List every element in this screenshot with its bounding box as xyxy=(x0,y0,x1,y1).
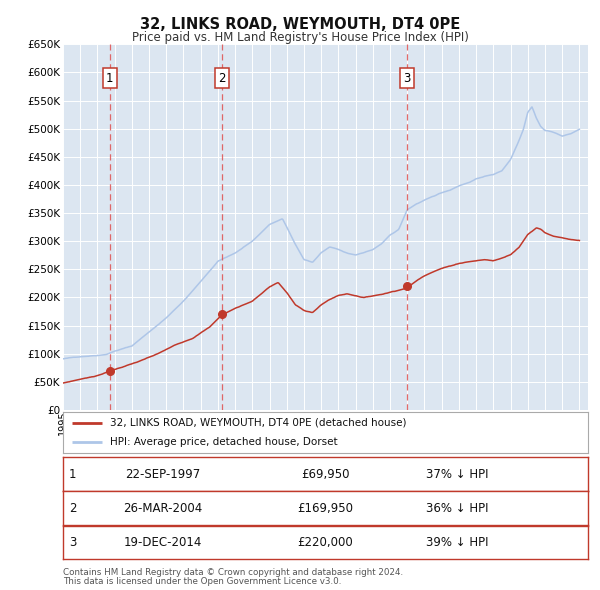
Text: 32, LINKS ROAD, WEYMOUTH, DT4 0PE (detached house): 32, LINKS ROAD, WEYMOUTH, DT4 0PE (detac… xyxy=(110,418,407,428)
Text: 1: 1 xyxy=(69,467,76,481)
Text: Price paid vs. HM Land Registry's House Price Index (HPI): Price paid vs. HM Land Registry's House … xyxy=(131,31,469,44)
Text: 26-MAR-2004: 26-MAR-2004 xyxy=(123,502,202,515)
Text: This data is licensed under the Open Government Licence v3.0.: This data is licensed under the Open Gov… xyxy=(63,577,341,586)
Text: 19-DEC-2014: 19-DEC-2014 xyxy=(124,536,202,549)
Text: 3: 3 xyxy=(403,71,410,84)
Text: 2: 2 xyxy=(69,502,76,515)
Text: 37% ↓ HPI: 37% ↓ HPI xyxy=(425,467,488,481)
Text: £220,000: £220,000 xyxy=(298,536,353,549)
Text: £69,950: £69,950 xyxy=(301,467,350,481)
Text: 22-SEP-1997: 22-SEP-1997 xyxy=(125,467,200,481)
Text: HPI: Average price, detached house, Dorset: HPI: Average price, detached house, Dors… xyxy=(110,437,338,447)
Text: 39% ↓ HPI: 39% ↓ HPI xyxy=(425,536,488,549)
Text: 2: 2 xyxy=(218,71,226,84)
Text: 32, LINKS ROAD, WEYMOUTH, DT4 0PE: 32, LINKS ROAD, WEYMOUTH, DT4 0PE xyxy=(140,17,460,31)
Text: 1: 1 xyxy=(106,71,113,84)
Text: £169,950: £169,950 xyxy=(298,502,353,515)
Text: 36% ↓ HPI: 36% ↓ HPI xyxy=(425,502,488,515)
Text: Contains HM Land Registry data © Crown copyright and database right 2024.: Contains HM Land Registry data © Crown c… xyxy=(63,568,403,576)
Text: 3: 3 xyxy=(69,536,76,549)
